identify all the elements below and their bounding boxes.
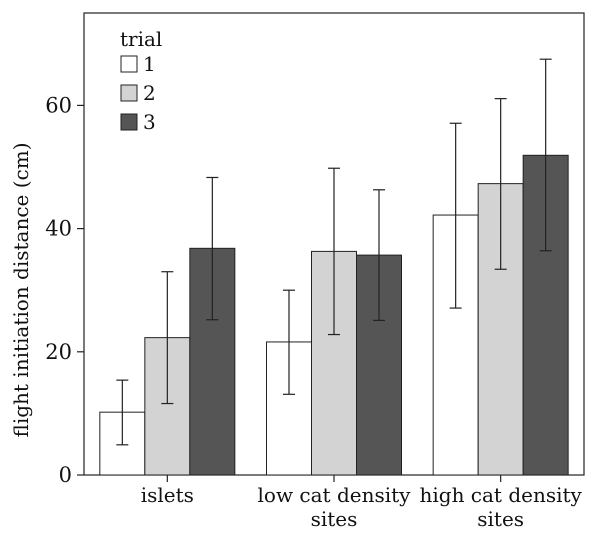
category-label: islets [141,483,194,507]
category-label: sites [311,507,358,531]
y-tick-label: 60 [45,93,72,117]
legend-swatch [120,113,138,131]
legend-swatch [120,55,138,73]
category-label: sites [477,507,524,531]
category-label: high cat density [419,483,582,507]
legend-label: 2 [143,81,156,105]
legend-label: 1 [143,52,156,76]
y-tick-label: 20 [45,340,72,364]
y-axis-label: flight initiation distance (cm) [9,142,33,437]
category-label: low cat density [258,483,412,507]
bar [189,247,236,476]
y-tick-label: 0 [59,463,72,487]
legend: trial 1 2 3 [120,27,162,134]
y-tick-label: 40 [45,217,72,241]
legend-title: trial [120,27,162,51]
legend-swatch [120,84,138,102]
legend-label: 3 [143,110,156,134]
